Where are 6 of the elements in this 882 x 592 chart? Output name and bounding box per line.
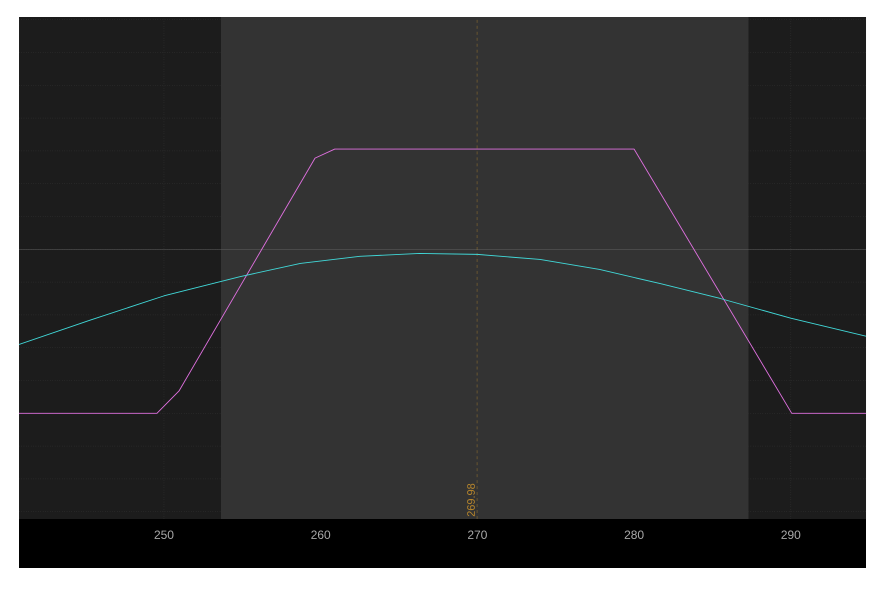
x-tick-label: 290 (781, 530, 800, 539)
x-tick-label: 260 (311, 530, 330, 539)
x-tick-label: 270 (468, 530, 487, 539)
x-tick-label: 280 (624, 530, 644, 539)
x-tick-label: 250 (154, 530, 174, 539)
ref-line-label: 269.98 (467, 484, 475, 516)
